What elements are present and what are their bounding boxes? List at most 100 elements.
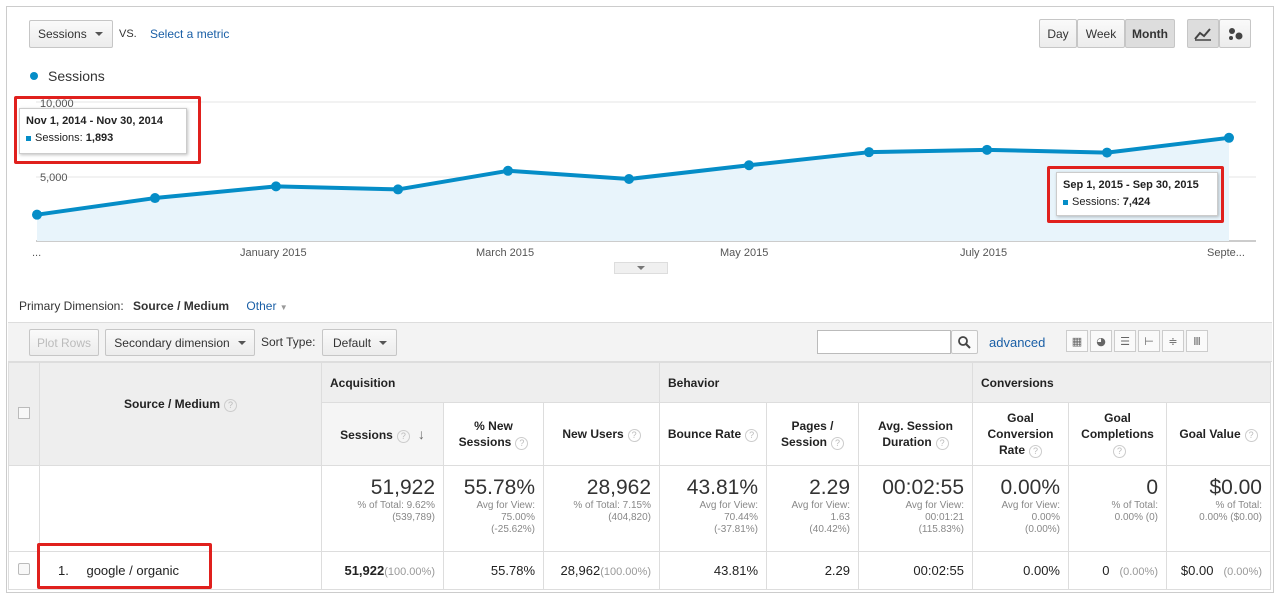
data-point-jul-2015[interactable] <box>1102 147 1112 158</box>
secondary-dimension-select[interactable]: Secondary dimension <box>105 329 255 356</box>
x-label-jul: July 2015 <box>960 247 1008 259</box>
plot-rows-label: Plot Rows <box>36 335 92 350</box>
tooltip-left-value: 1,893 <box>85 132 114 144</box>
x-label-jan: January 2015 <box>240 247 307 259</box>
column-header-label: Goal Completions <box>1081 411 1154 441</box>
total-sub2: (404,820) <box>608 512 651 523</box>
total-sub2: 0.00% ($0.00) <box>1199 512 1262 523</box>
data-point-may-2015[interactable] <box>864 147 874 158</box>
plot-rows-button[interactable]: Plot Rows <box>29 329 99 356</box>
total-sub3: (-25.62%) <box>491 524 535 535</box>
help-icon[interactable]: ? <box>1244 429 1258 442</box>
row-checkbox[interactable] <box>18 563 30 575</box>
chart-collapse-handle[interactable] <box>614 262 668 274</box>
total-value: 0 <box>1146 476 1158 499</box>
total-cell-2: 28,962% of Total: 7.15% (404,820) <box>543 465 660 552</box>
total-sub1: % of Total: 9.62% <box>357 500 435 511</box>
chevron-down-icon <box>237 340 246 345</box>
data-point-feb-2015[interactable] <box>503 165 513 176</box>
select-all-cell <box>8 362 40 466</box>
column-header-7[interactable]: Goal Completions? <box>1068 402 1167 466</box>
comparison-view-icon[interactable]: ⊢ <box>1138 330 1160 352</box>
data-point-dec-2014[interactable] <box>271 181 281 192</box>
column-header-5[interactable]: Avg. Session Duration? <box>858 402 973 466</box>
period-day-button[interactable]: Day <box>1039 19 1077 48</box>
data-point-oct-2014[interactable] <box>32 209 42 220</box>
total-cell-8: $0.00% of Total: 0.00% ($0.00) <box>1166 465 1271 552</box>
motion-chart-view-button[interactable] <box>1219 19 1251 48</box>
table-search-input[interactable] <box>817 330 951 354</box>
help-icon[interactable]: ? <box>224 398 238 412</box>
select-metric-link[interactable]: Select a metric <box>150 27 230 41</box>
highlight-box-right <box>1047 166 1224 223</box>
total-cell-1: 55.78% Avg for View: 75.00% (-25.62%) <box>443 465 544 552</box>
data-table-view-icon[interactable]: ▦ <box>1066 330 1088 352</box>
tooltip-left-date: Nov 1, 2014 - Nov 30, 2014 <box>26 115 163 127</box>
data-point-aug-2015[interactable] <box>1224 132 1234 143</box>
help-icon[interactable]: ? <box>1029 445 1042 458</box>
help-icon[interactable]: ? <box>1113 445 1126 458</box>
row-cell-0: 51,922(100.00%) <box>321 551 444 590</box>
y-tick-5000: 5,000 <box>40 172 68 184</box>
total-value: 00:02:55 <box>882 476 964 499</box>
sort-type-select[interactable]: Default <box>322 329 397 356</box>
x-label-sep: Septe... <box>1207 247 1245 259</box>
row-dimension-link[interactable]: google / organic <box>86 563 179 578</box>
data-point-jan-2015[interactable] <box>393 184 403 195</box>
total-cell-3: 43.81% Avg for View: 70.44% (-37.81%) <box>659 465 767 552</box>
column-header-8[interactable]: Goal Value? <box>1166 402 1271 466</box>
highlight-box-row <box>37 543 212 589</box>
data-point-jun-2015[interactable] <box>982 144 992 155</box>
data-point-nov-2014[interactable] <box>150 193 160 204</box>
legend-dot <box>30 72 38 80</box>
column-header-6[interactable]: Goal Conversion Rate? <box>972 402 1069 466</box>
help-icon[interactable]: ? <box>935 437 949 450</box>
row-dimension-cell: 1. google / organic <box>39 551 322 590</box>
column-header-3[interactable]: Bounce Rate? <box>659 402 767 466</box>
pivot-view-icon[interactable]: Ⅲ <box>1186 330 1208 352</box>
search-button[interactable] <box>951 330 978 354</box>
column-header-4[interactable]: Pages / Session? <box>766 402 859 466</box>
other-dimension-link[interactable]: Other ▼ <box>246 299 287 313</box>
advanced-link[interactable]: advanced <box>989 335 1046 350</box>
row-cell-percent: (0.00%) <box>1119 566 1158 578</box>
column-header-2[interactable]: New Users? <box>543 402 660 466</box>
dimension-header[interactable]: Source / Medium? <box>39 362 322 466</box>
vs-label: VS. <box>119 28 137 40</box>
primary-dimension-value[interactable]: Source / Medium <box>133 299 230 313</box>
column-header-1[interactable]: % New Sessions? <box>443 402 544 466</box>
total-sub1: % of Total: <box>1215 500 1262 511</box>
metric-select[interactable]: Sessions <box>29 20 113 48</box>
help-icon[interactable]: ? <box>396 429 410 443</box>
row-cell-5: 00:02:55 <box>858 551 973 590</box>
sessions-chart <box>32 101 1256 242</box>
column-header-0[interactable]: Sessions? ↓ <box>321 402 444 466</box>
total-sub2: 00:01:21 <box>925 512 964 523</box>
line-chart-view-button[interactable] <box>1187 19 1219 48</box>
term-cloud-view-icon[interactable]: ≑ <box>1162 330 1184 352</box>
period-month-button[interactable]: Month <box>1125 19 1175 48</box>
totals-empty-cell <box>8 465 40 552</box>
help-icon[interactable]: ? <box>831 437 845 450</box>
help-icon[interactable]: ? <box>745 429 759 442</box>
period-day-label: Day <box>1047 26 1069 41</box>
column-header-label: Goal Value <box>1179 427 1241 441</box>
total-sub3: (40.42%) <box>809 524 850 535</box>
data-point-apr-2015[interactable] <box>744 160 754 171</box>
select-all-checkbox[interactable] <box>18 406 30 419</box>
column-header-label: New Users <box>562 427 624 441</box>
column-header-label: Sessions <box>340 427 393 442</box>
data-point-mar-2015[interactable] <box>624 174 634 185</box>
total-cell-5: 00:02:55 Avg for View: 00:01:21 (115.83%) <box>858 465 973 552</box>
row-cell-value: $0.00 <box>1180 563 1214 578</box>
pie-view-icon[interactable]: ◕ <box>1090 330 1112 352</box>
report-table: Source / Medium? Acquisition Behavior Co… <box>8 362 1271 590</box>
help-icon[interactable]: ? <box>515 437 529 450</box>
row-cell-percent: (100.00%) <box>384 566 435 578</box>
search-icon <box>958 335 971 349</box>
help-icon[interactable]: ? <box>627 429 641 442</box>
performance-view-icon[interactable]: ☰ <box>1114 330 1136 352</box>
bubble-chart-icon <box>1229 27 1243 40</box>
row-cell-percent: (0.00%) <box>1223 566 1262 578</box>
period-week-button[interactable]: Week <box>1077 19 1125 48</box>
